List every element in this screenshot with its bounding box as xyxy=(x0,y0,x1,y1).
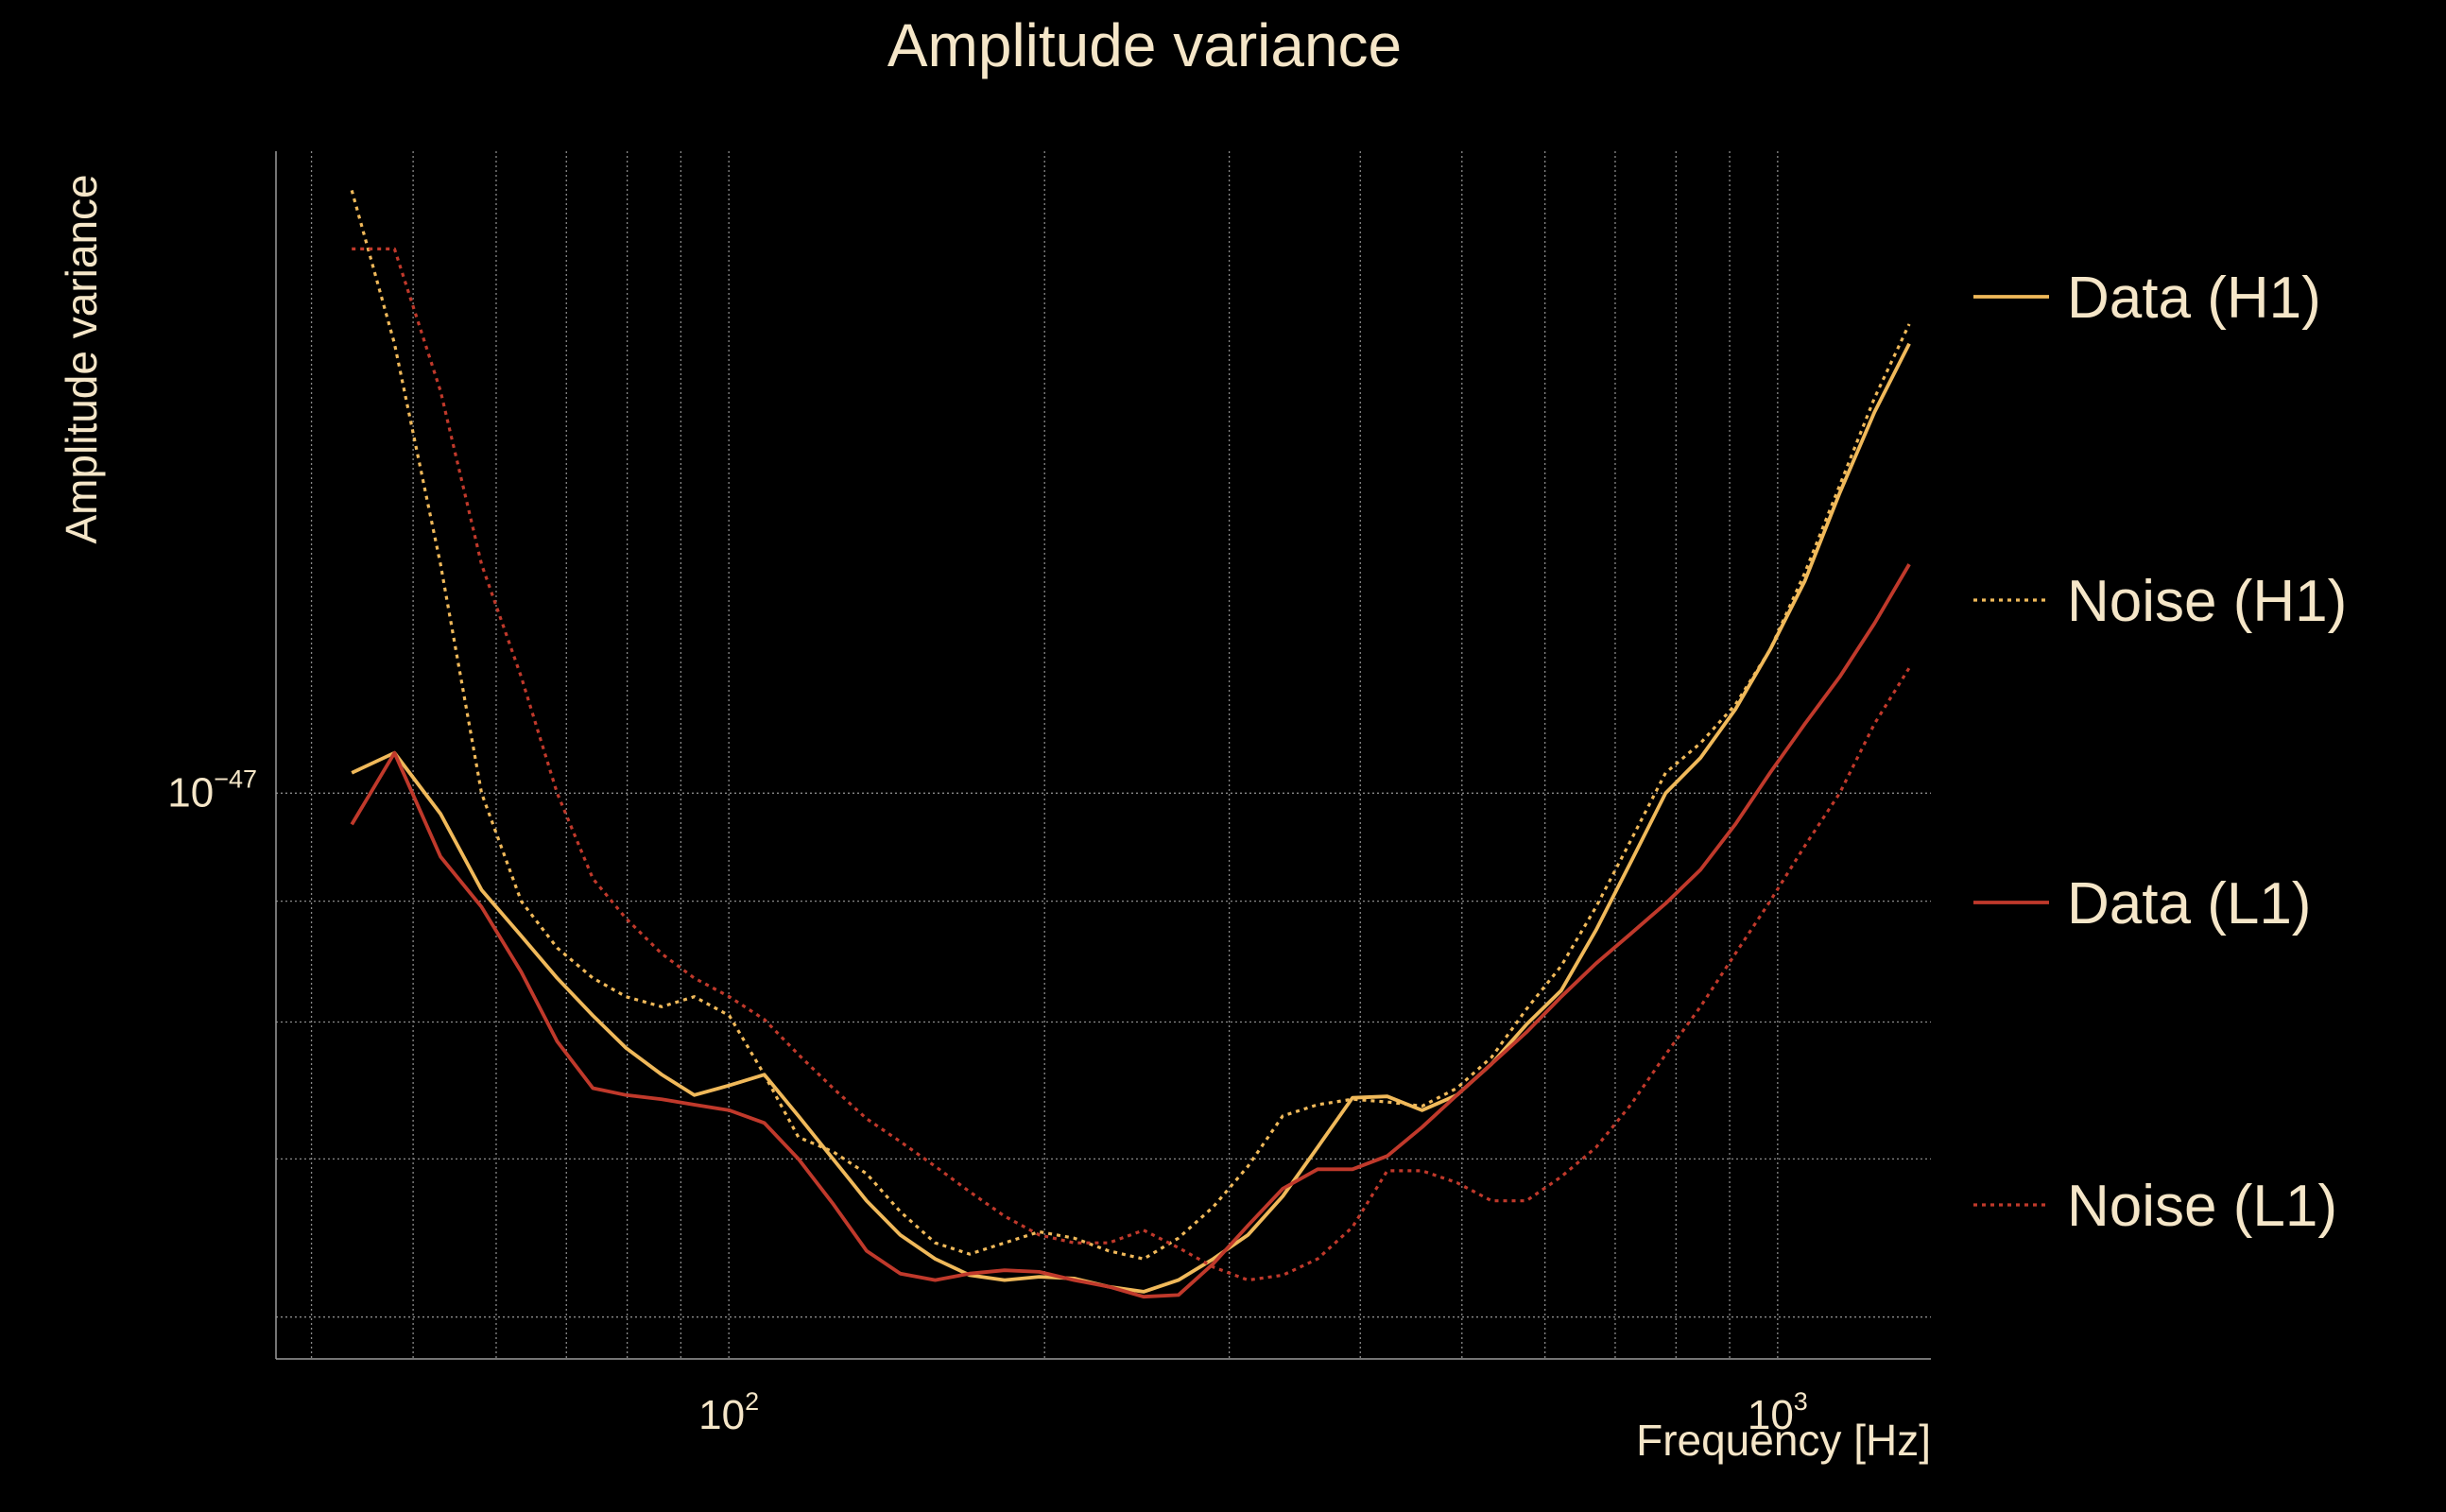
series-line-noise-l1 xyxy=(352,247,1911,1282)
axes xyxy=(275,151,1931,1360)
y-axis-label: Amplitude variance xyxy=(57,174,106,543)
legend-item: Data (H1) xyxy=(1973,266,2321,331)
legend-label: Data (L1) xyxy=(2067,871,2311,936)
legend-label: Noise (L1) xyxy=(2067,1174,2337,1239)
legend: Data (H1) Noise (H1) Data (L1) Noise (L1) xyxy=(1973,266,2347,1239)
legend-item: Noise (L1) xyxy=(1973,1174,2337,1239)
legend-item: Data (L1) xyxy=(1973,871,2311,936)
series-line-noise-h1 xyxy=(350,189,1911,1261)
y-tick-labels: 10−47 xyxy=(167,765,257,816)
legend-item: Noise (H1) xyxy=(1973,569,2347,634)
x-tick-label: 102 xyxy=(698,1387,759,1438)
plot-area xyxy=(275,151,1931,1360)
y-tick-label: 10−47 xyxy=(167,765,257,816)
chart-title: Amplitude variance xyxy=(887,11,1402,79)
series-lines xyxy=(350,189,1911,1299)
x-axis-label: Frequency [Hz] xyxy=(1636,1416,1931,1465)
grid-lines xyxy=(276,151,1931,1359)
x-tick-label: 103 xyxy=(1748,1387,1808,1438)
legend-label: Data (H1) xyxy=(2067,266,2321,331)
series-line-data-h1 xyxy=(351,342,1911,1294)
legend-label: Noise (H1) xyxy=(2067,569,2347,634)
x-tick-labels: 102 103 xyxy=(698,1387,1808,1438)
series-line-data-l1 xyxy=(350,563,1911,1299)
